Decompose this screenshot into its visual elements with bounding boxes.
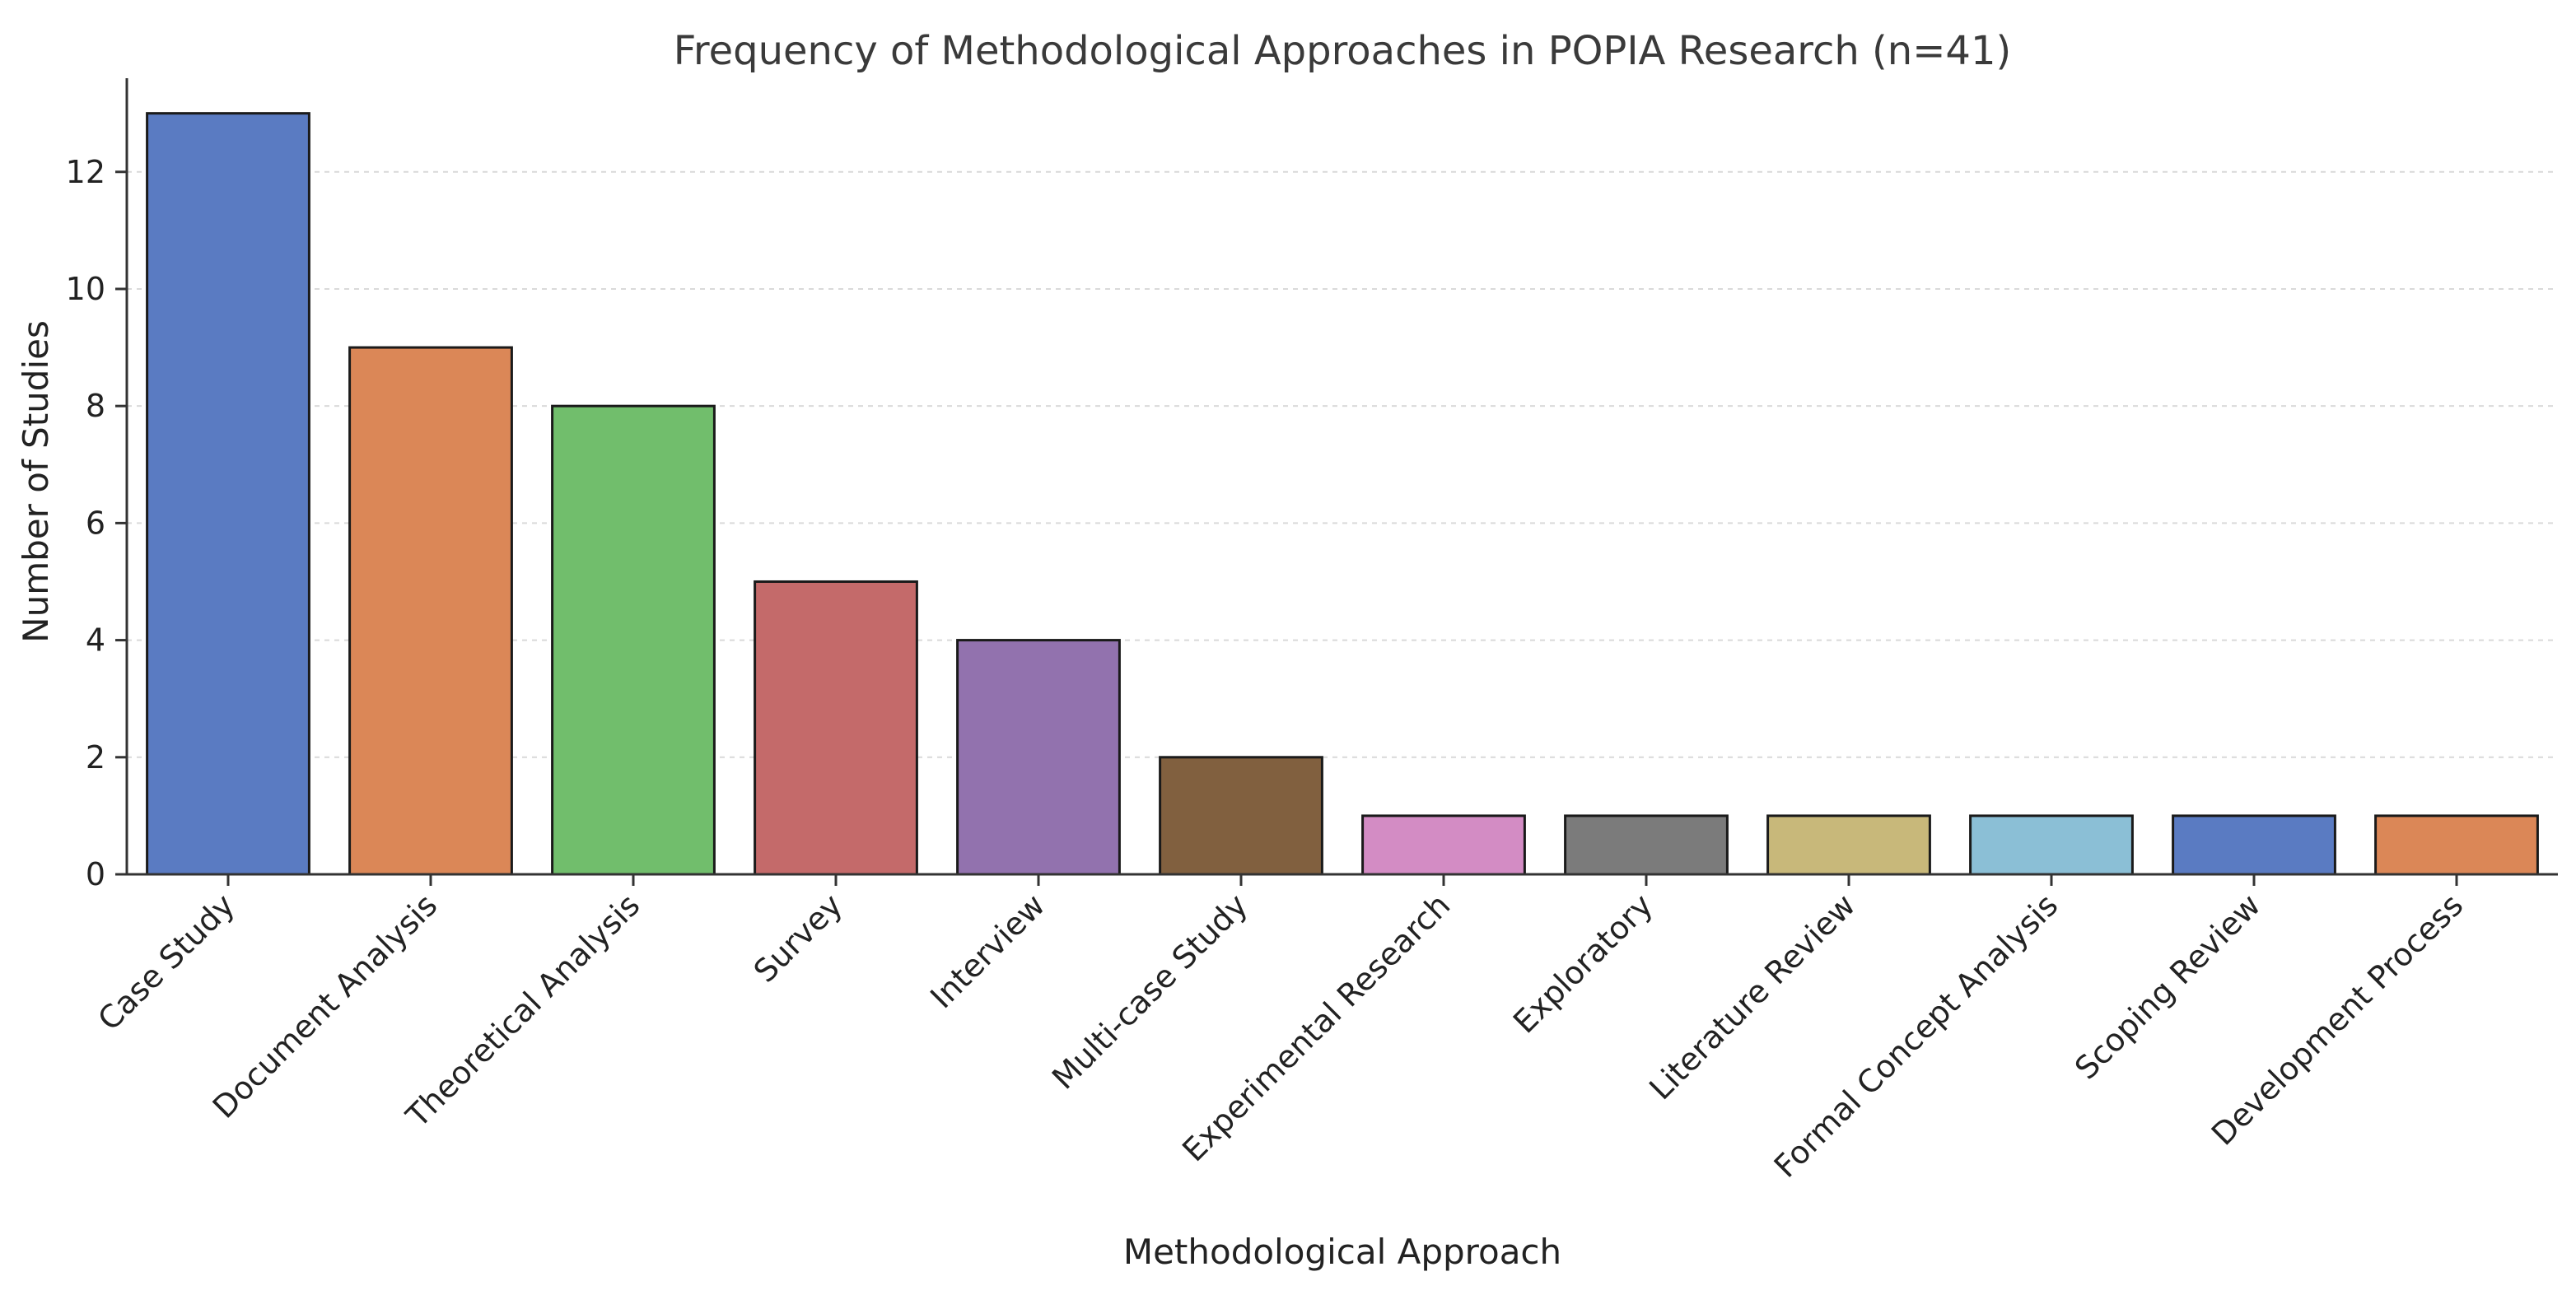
bar-experimental-research	[1361, 814, 1526, 876]
x-tick-label: Scoping Review	[2068, 887, 2267, 1086]
bar-survey	[754, 580, 918, 876]
y-tick-label: 2	[86, 739, 105, 776]
x-tick-label: Exploratory	[1506, 887, 1659, 1040]
bar-literature-review	[1766, 814, 1931, 876]
y-tick-label: 12	[66, 154, 105, 190]
axes	[125, 78, 2558, 876]
bar-scoping-review	[2172, 814, 2336, 876]
y-tick-label: 4	[86, 622, 105, 659]
bar-interview	[956, 639, 1121, 876]
bar-case-study	[146, 112, 310, 876]
bars	[146, 112, 2539, 876]
y-tick-label: 0	[86, 856, 105, 892]
y-axis-ticks: 0 2 4 6 8 10 12	[66, 154, 127, 892]
x-tick-label: Interview	[923, 887, 1052, 1015]
x-tick-label: Theoretical Analysis	[399, 887, 646, 1134]
bar-exploratory	[1564, 814, 1729, 876]
chart-title: Frequency of Methodological Approaches i…	[674, 28, 2011, 74]
x-tick-label: Literature Review	[1642, 887, 1862, 1106]
bar-development-process	[2374, 814, 2539, 876]
y-axis-label: Number of Studies	[16, 320, 56, 643]
x-axis-label: Methodological Approach	[1123, 1232, 1561, 1272]
grid-lines	[127, 170, 2558, 758]
bar-multi-case-study	[1159, 756, 1323, 876]
x-tick-label: Multi-case Study	[1045, 887, 1254, 1096]
x-tick-label: Survey	[747, 887, 850, 990]
y-tick-label: 8	[86, 388, 105, 424]
bar-document-analysis	[348, 346, 513, 876]
y-tick-label: 6	[86, 505, 105, 541]
bar-formal-concept-analysis	[1969, 814, 2134, 876]
x-tick-label: Case Study	[91, 887, 241, 1037]
x-tick-label: Document Analysis	[206, 887, 445, 1125]
bar-theoretical-analysis	[551, 404, 716, 876]
y-tick-label: 10	[66, 271, 105, 307]
